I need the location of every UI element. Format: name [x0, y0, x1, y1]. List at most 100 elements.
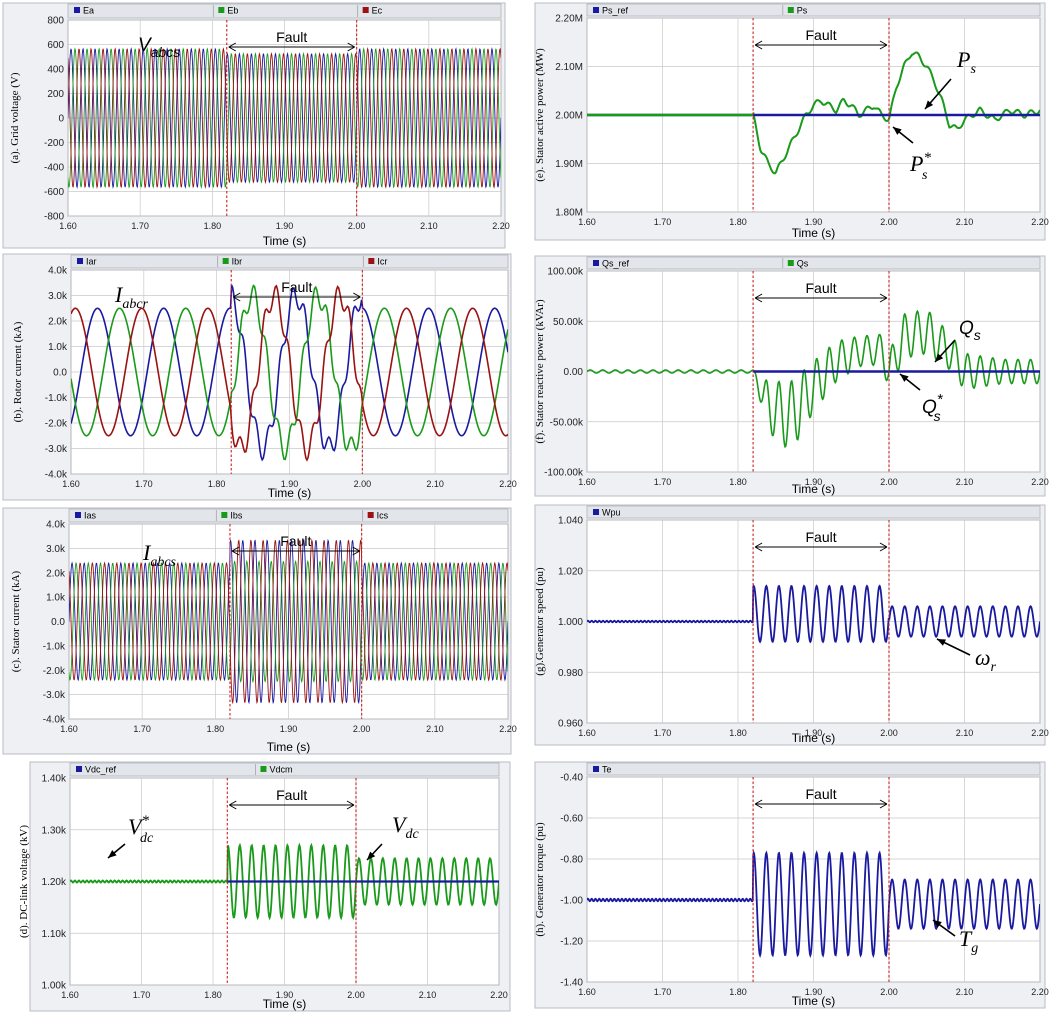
x-tick-label: 2.20	[490, 990, 508, 1000]
x-tick-label: 2.10	[419, 990, 437, 1000]
x-tick-label: 2.00	[348, 221, 366, 231]
x-axis-label: Time (s)	[263, 234, 307, 248]
y-tick-label: -0.60	[560, 814, 583, 825]
x-tick-label: 2.20	[499, 724, 517, 734]
fault-arrowhead-left	[754, 40, 763, 50]
plot-series	[587, 51, 1040, 175]
legend-entry: Ias	[84, 511, 97, 521]
y-tick-label: 800	[47, 16, 64, 27]
x-axis-label: Time (s)	[792, 482, 836, 496]
x-axis-label: Time (s)	[267, 740, 311, 754]
y-tick-label: 3.0k	[48, 291, 68, 302]
series-line-Ias	[69, 538, 508, 705]
y-tick-label: 2.00M	[555, 111, 583, 122]
y-tick-label: 0.980	[558, 668, 583, 679]
panel-d: 1.00k 1.10k 1.20k 1.30k 1.40k 1.60 1.70 1.80 1.9…	[18, 761, 511, 1012]
series-line-Ibr	[71, 284, 508, 461]
fault-arrowhead-right	[879, 293, 888, 303]
x-tick-label: 1.80	[729, 987, 747, 997]
x-axis-label: Time (s)	[263, 997, 307, 1011]
annotation-arrowhead	[933, 920, 942, 928]
annotation-main: V	[128, 814, 144, 839]
y-tick-label: -4.0k	[45, 470, 68, 481]
legend-swatch	[593, 509, 599, 515]
annotation-superscript: *	[141, 813, 149, 829]
annotation-arrowhead	[108, 850, 117, 858]
legend-entry: Vdcm	[269, 765, 292, 775]
x-tick-label: 2.20	[1031, 987, 1049, 997]
y-tick-label: -0.80	[560, 855, 583, 866]
series-line-Eb	[68, 47, 501, 189]
y-axis-label: (g).Generator speed (pu)	[534, 567, 546, 676]
fault-arrowhead-left	[232, 292, 241, 302]
annotation-main: I	[114, 282, 124, 307]
legend-entry: Qs_ref	[602, 259, 630, 269]
y-tick-label: -800	[44, 212, 64, 223]
annotation-arrowhead	[935, 353, 944, 362]
legend-entry: Qs	[797, 259, 809, 269]
x-tick-label: 1.80	[204, 221, 222, 231]
fault-arrowhead-left	[231, 546, 240, 556]
x-tick-label: 2.20	[499, 479, 517, 489]
x-tick-label: 1.60	[578, 477, 596, 487]
x-tick-label: 1.70	[133, 990, 151, 1000]
x-tick-label: 1.60	[59, 221, 77, 231]
y-tick-label: 2.0k	[46, 568, 66, 579]
legend-entry: Ps_ref	[602, 6, 629, 16]
legend-entry: Ibr	[232, 257, 243, 267]
y-tick-label: -400	[44, 163, 64, 174]
y-tick-label: 1.020	[558, 566, 583, 577]
y-tick-label: 1.0k	[48, 342, 68, 353]
panel-b: -4.0k -3.0k -2.0k -1.0k 0.0 1.0k 2.0k 3.0k 4.0k 1…	[2, 253, 517, 501]
annotation-main: V	[138, 35, 153, 56]
x-tick-label: 2.20	[492, 221, 510, 231]
y-tick-label: 600	[47, 40, 64, 51]
x-tick-label: 1.90	[805, 217, 823, 227]
legend-swatch	[218, 7, 225, 13]
annotation-subscript: abcr	[122, 297, 148, 312]
x-tick-label: 1.70	[135, 479, 153, 489]
panel-f: -100.00k -50.00k 0.00 50.00k 100.00k 1.60 1.70…	[534, 255, 1049, 497]
fault-label: Fault	[805, 27, 836, 43]
y-tick-label: 1.20k	[42, 877, 67, 888]
annotation-main: T	[959, 926, 973, 951]
legend-strip	[586, 256, 1041, 270]
x-axis-label: Time (s)	[268, 486, 312, 500]
series-line-Ec	[68, 47, 501, 189]
annotation-label: Q* s	[922, 391, 944, 424]
x-tick-label: 2.10	[426, 479, 444, 489]
y-tick-label: -600	[44, 187, 64, 198]
x-tick-label: 2.10	[426, 724, 444, 734]
y-tick-label: 1.80M	[555, 208, 583, 219]
y-tick-label: -1.40	[560, 978, 583, 989]
x-tick-label: 2.20	[1031, 728, 1049, 738]
legend-swatch	[74, 7, 80, 13]
y-axis-label: (c). Stator current (kA)	[10, 570, 22, 672]
annotation-label: Iabcs	[142, 540, 177, 570]
y-tick-label: 100.00k	[547, 267, 584, 278]
annotation-subscript: s	[970, 62, 976, 77]
y-tick-label: -3.0k	[43, 690, 66, 701]
fault-label: Fault	[805, 529, 836, 545]
series-line-Wpu	[587, 584, 1040, 644]
y-tick-label: -2.0k	[45, 419, 68, 430]
legend-entry: Ec	[372, 6, 383, 16]
y-tick-label: 1.40k	[42, 774, 67, 785]
legend-entry: Ibs	[230, 511, 243, 521]
y-tick-label: 4.0k	[48, 266, 68, 277]
x-axis-label: Time (s)	[792, 731, 836, 745]
y-tick-label: -3.0k	[45, 444, 68, 455]
annotation-superscript: *	[937, 391, 944, 408]
annotation-label: Qs	[959, 318, 981, 343]
x-tick-label: 1.60	[62, 479, 80, 489]
x-tick-label: 1.70	[654, 728, 672, 738]
y-tick-label: 3.0k	[46, 544, 66, 555]
y-axis-label: (b). Rotor current (kA)	[12, 321, 24, 422]
x-tick-label: 2.10	[420, 221, 438, 231]
y-tick-label: 200	[47, 89, 64, 100]
y-axis-label: (h). Generator torque (pu)	[534, 822, 546, 937]
panel-g: 0.960 0.980 1.000 1.020 1.040 1.60 1.70 1.80 1.9…	[534, 504, 1049, 746]
x-tick-label: 1.70	[654, 477, 672, 487]
annotation-label: Tg	[959, 926, 978, 956]
fault-arrowhead-left	[754, 542, 763, 552]
